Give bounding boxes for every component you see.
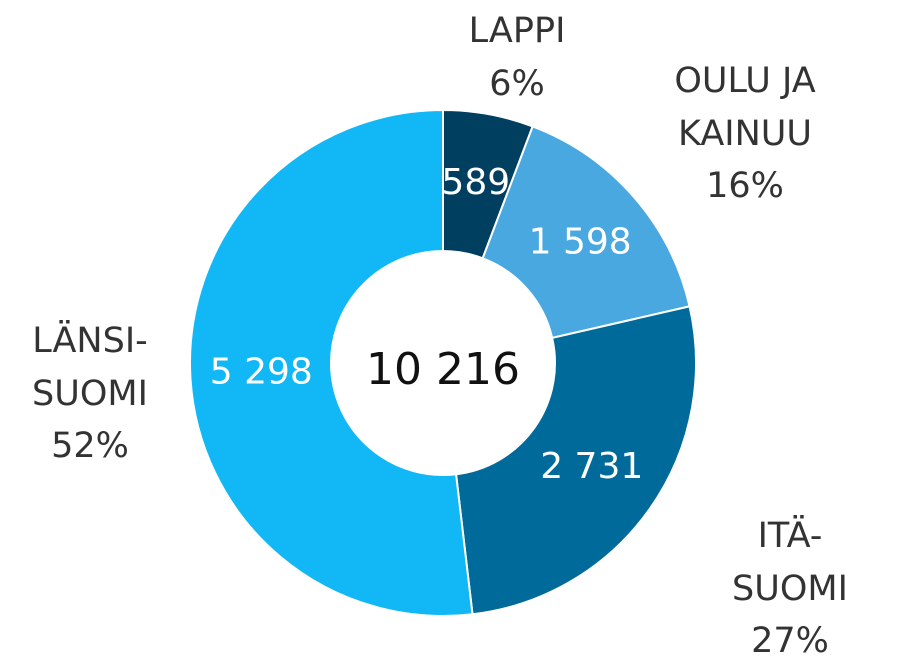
center-total: 10 216	[366, 344, 520, 395]
percentage-label: 27%	[751, 621, 829, 661]
category-name: OULU JA KAINUU	[674, 61, 816, 154]
slice-value-label: 5 298	[210, 352, 313, 393]
donut-slice	[481, 125, 691, 340]
chart: 589 1 598 2 731 5 298 10 216	[189, 108, 697, 617]
category-label: LÄNSI- SUOMI 52%	[32, 315, 148, 473]
slice-value-label: 2 731	[540, 446, 643, 487]
category-name: LÄNSI- SUOMI	[32, 321, 148, 414]
category-name: LAPPI	[468, 11, 566, 51]
category-name: ITÄ-SUOMI	[732, 516, 848, 609]
slice-value-label: 589	[441, 162, 510, 203]
donut-slice	[189, 108, 474, 617]
slice-value-label: 1 598	[529, 221, 632, 262]
category-label: LAPPI 6%	[469, 5, 566, 110]
percentage-label: 6%	[489, 63, 545, 104]
percentage-label: 16%	[706, 166, 784, 206]
category-label: OULU JA KAINUU 16%	[674, 55, 815, 213]
donut-slice	[454, 305, 697, 616]
percentage-label: 52%	[51, 426, 129, 466]
category-label: ITÄ-SUOMI 27%	[732, 510, 848, 668]
